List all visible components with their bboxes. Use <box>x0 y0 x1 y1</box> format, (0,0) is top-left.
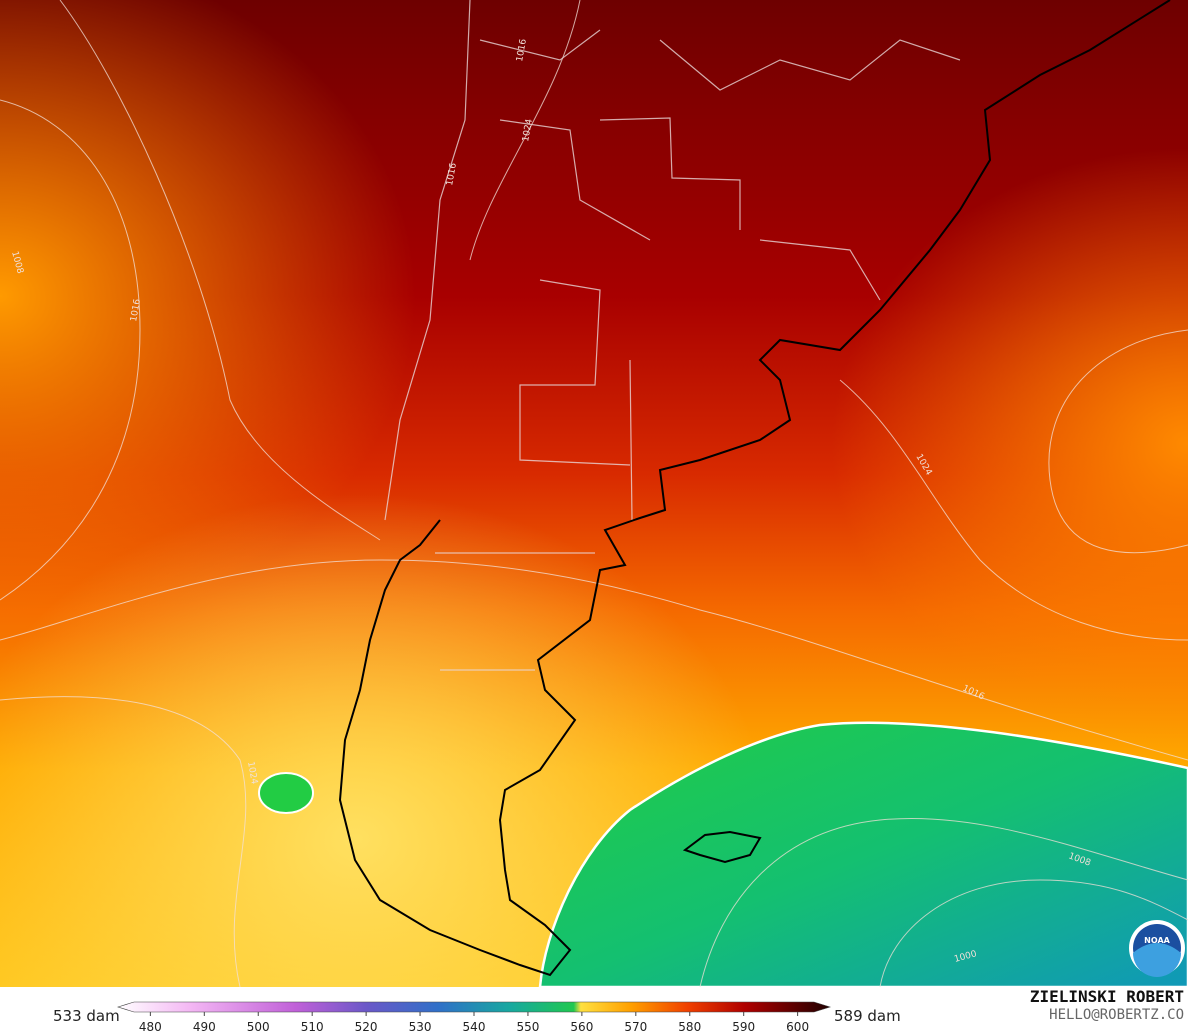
credit-contact: HELLO@ROBERTZ.CO <box>1049 1007 1184 1023</box>
border <box>435 359 633 671</box>
islands <box>682 830 762 864</box>
contour-label: 1016 <box>515 38 529 63</box>
scale-max-label: 589 dam <box>834 1007 901 1025</box>
contour <box>0 99 141 601</box>
scale-tick-label: 560 <box>570 1020 593 1034</box>
contour <box>59 0 381 541</box>
scale-tick-label: 570 <box>624 1020 647 1034</box>
coastline <box>338 0 1171 977</box>
scale-ticks: 480 490 500 510 520 530 540 550 560 570 580 590 600 <box>139 1012 809 1034</box>
logo-text: NOAA <box>1144 936 1170 945</box>
contour-label: 1024 <box>245 761 259 786</box>
scale-tick-label: 550 <box>516 1020 539 1034</box>
scale-tick-label: 600 <box>786 1020 809 1034</box>
scale-tick-label: 580 <box>678 1020 701 1034</box>
scale-min-label: 533 dam <box>53 1007 120 1025</box>
contour <box>0 696 247 987</box>
low-region <box>538 721 1188 987</box>
scale-tick-label: 490 <box>193 1020 216 1034</box>
contour-label: 1016 <box>129 298 143 323</box>
border <box>659 39 961 301</box>
border <box>479 29 651 241</box>
contour <box>0 559 1188 761</box>
borders <box>384 0 961 671</box>
contour <box>699 817 1188 987</box>
map: 1016102410161008101610241016102410081000… <box>0 0 1188 987</box>
contours <box>0 0 1188 987</box>
contour <box>839 379 1188 641</box>
legend: 533 dam 589 dam 480 490 500 510 520 530 540 550… <box>53 1001 901 1034</box>
scale-tick-label: 510 <box>301 1020 324 1034</box>
border <box>519 279 631 466</box>
credit-name: ZIELINSKI ROBERT <box>1029 987 1184 1006</box>
scale-tick-label: 500 <box>247 1020 270 1034</box>
border <box>599 117 741 230</box>
contour-label: 1016 <box>445 162 459 187</box>
border <box>384 0 471 521</box>
scale-tick-label: 530 <box>409 1020 432 1034</box>
logo: NOAA <box>1129 920 1185 977</box>
contour <box>879 879 1188 987</box>
scale-tick-label: 520 <box>355 1020 378 1034</box>
logo-wave <box>1133 943 1181 977</box>
contour <box>469 0 581 261</box>
contour-label: 1024 <box>521 118 535 143</box>
scale-tick-label: 480 <box>139 1020 162 1034</box>
color-scale <box>116 1001 832 1013</box>
contour <box>1048 329 1188 554</box>
scale-tick-label: 540 <box>463 1020 486 1034</box>
scale-tick-label: 590 <box>732 1020 755 1034</box>
low-cell <box>258 772 314 814</box>
